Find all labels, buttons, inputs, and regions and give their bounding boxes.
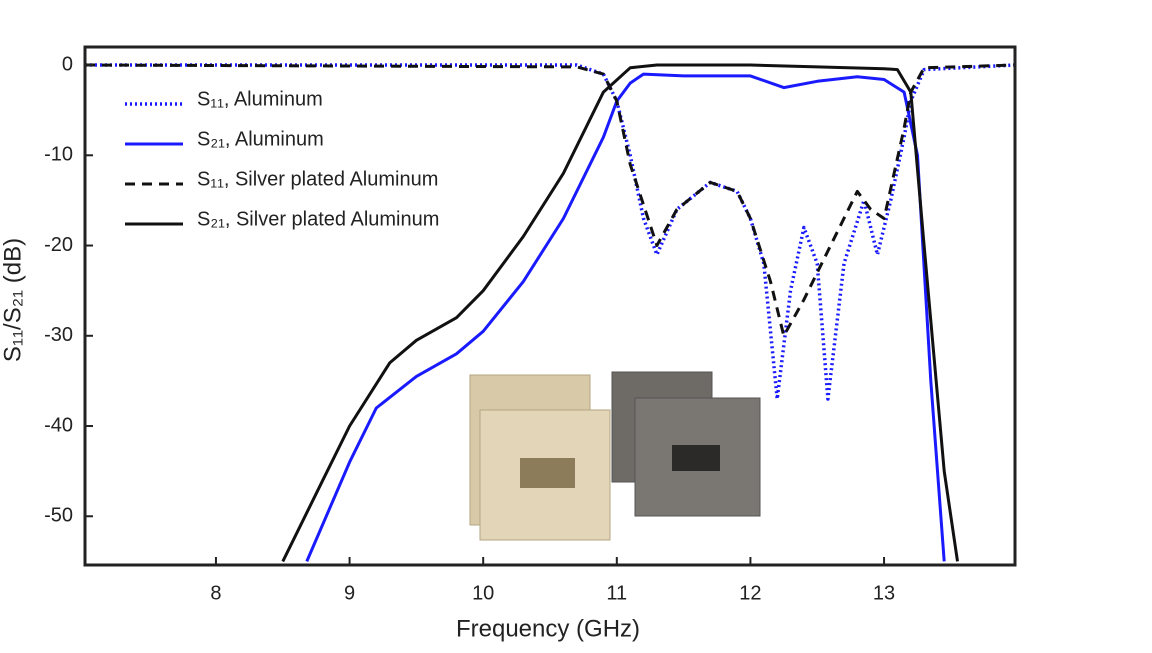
legend-label: S₁₁, Silver plated Aluminum [197, 168, 438, 190]
y-axis-label: S₁₁/S₂₁ (dB) [0, 238, 26, 362]
x-tick-label: 9 [344, 582, 355, 604]
legend-label: S₂₁, Silver plated Aluminum [197, 208, 439, 230]
waveguide-opening [672, 445, 720, 471]
x-axis-label: Frequency (GHz) [456, 615, 640, 642]
y-tick-label: -50 [44, 505, 73, 527]
plot-frame [83, 45, 1017, 567]
photo-inset [469, 371, 761, 541]
y-tick-label: -20 [44, 234, 73, 256]
x-tick-label: 10 [472, 582, 494, 604]
series-line [85, 63, 1015, 401]
y-tick-label: -30 [44, 324, 73, 346]
x-tick-label: 8 [210, 582, 221, 604]
series-line [305, 72, 946, 562]
y-tick-label: -40 [44, 414, 73, 436]
series-line [85, 63, 1015, 338]
x-tick-label: 13 [873, 582, 895, 604]
y-tick-label: 0 [62, 53, 73, 75]
legend-label: S₁₁, Aluminum [197, 88, 323, 110]
legend-label: S₂₁, Aluminum [197, 128, 324, 150]
plot-lines [85, 63, 1015, 563]
x-tick-label: 12 [739, 582, 761, 604]
x-tick-label: 11 [606, 582, 627, 604]
waveguide-opening [520, 458, 575, 488]
y-tick-label: -10 [44, 144, 73, 166]
series-line [281, 63, 959, 563]
